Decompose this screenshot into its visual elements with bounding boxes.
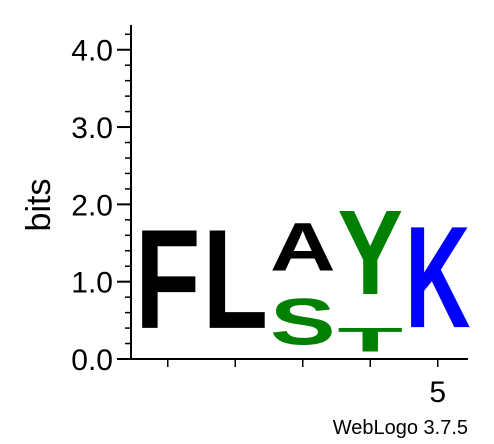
x-tick-label: 5 (429, 376, 446, 409)
logo-letter-a: A (270, 209, 335, 286)
logo-letter-f: F (135, 199, 200, 358)
y-tick-label: 3.0 (71, 112, 113, 145)
logo-letter-l: L (203, 199, 268, 358)
x-axis: 5 (131, 358, 468, 409)
y-axis-label: bits (20, 179, 58, 232)
y-axis: 0.0 1.0 2.0 3.0 4.0 (71, 25, 132, 377)
logo-letter-y: Y (338, 185, 403, 320)
y-tick-label: 0.0 (71, 344, 113, 377)
logo-letter-s: S (270, 285, 335, 359)
y-tick-label: 4.0 (71, 35, 113, 68)
y-tick-label: 2.0 (71, 189, 113, 222)
logo-letter-t: T (338, 320, 403, 359)
logo-letter-k: K (405, 196, 471, 358)
y-tick-label: 1.0 (71, 267, 113, 300)
weblogo-credit: WebLogo 3.7.5 (333, 417, 468, 439)
